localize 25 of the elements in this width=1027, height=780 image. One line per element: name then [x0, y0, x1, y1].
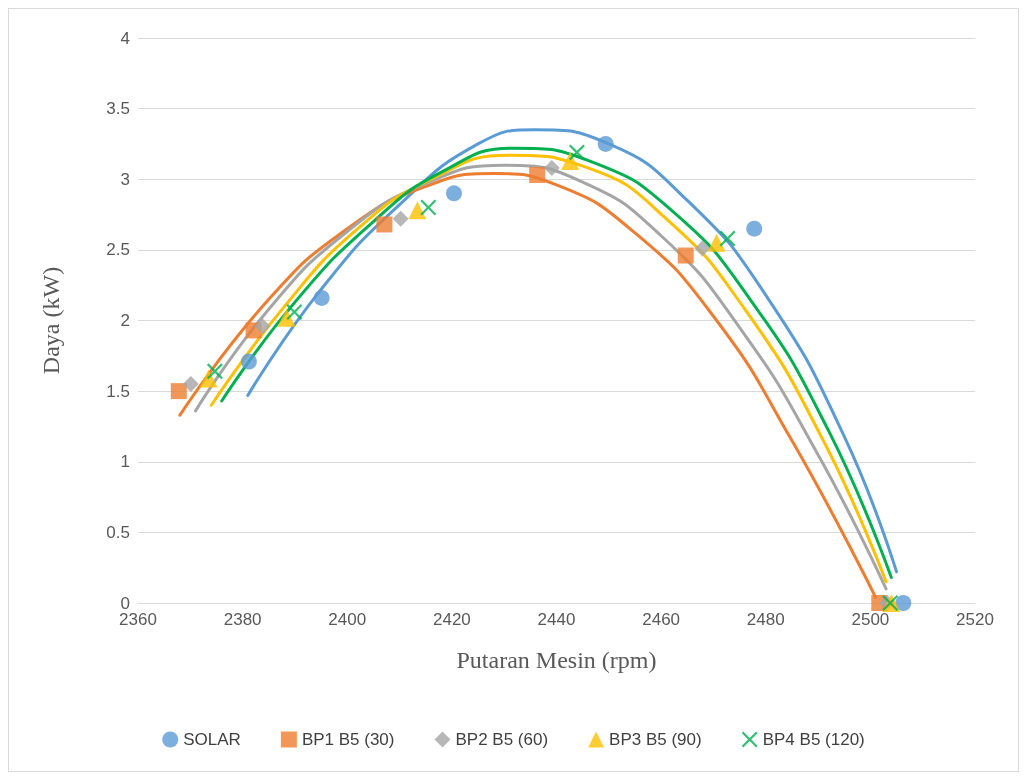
x-tick-label: 2380 — [223, 610, 262, 629]
y-tick-label: 2.5 — [106, 240, 130, 260]
legend-label: BP3 B5 (90) — [609, 730, 702, 749]
x-tick-label: 2480 — [746, 610, 785, 629]
x-tick-label: 2360 — [119, 610, 157, 629]
x-tick-label: 2460 — [642, 610, 681, 629]
x-tick-label: 2520 — [956, 610, 994, 629]
y-tick-label: 2 — [120, 311, 130, 330]
legend-label: BP2 B5 (60) — [455, 730, 549, 749]
y-axis-title: Daya (kW) — [38, 266, 64, 375]
x-axis-title: Putaran Mesin (rpm) — [456, 647, 657, 673]
legend-label: SOLAR — [183, 730, 241, 749]
x-tick-label: 2400 — [328, 610, 367, 629]
x-tick-label: 2440 — [537, 610, 576, 629]
y-tick-label: 3 — [120, 169, 130, 189]
y-tick-label: 1 — [120, 452, 130, 472]
x-tick-label: 2500 — [851, 610, 890, 629]
y-tick-label: 0 — [120, 593, 130, 613]
y-tick-label: 3.5 — [106, 99, 130, 119]
y-tick-label: 0.5 — [106, 522, 130, 542]
legend-label: BP4 B5 (120) — [762, 730, 865, 749]
y-tick-label: 1.5 — [106, 381, 130, 401]
legend-label: BP1 B5 (30) — [301, 730, 395, 749]
y-tick-label: 4 — [120, 28, 130, 48]
x-tick-label: 2420 — [432, 610, 471, 629]
